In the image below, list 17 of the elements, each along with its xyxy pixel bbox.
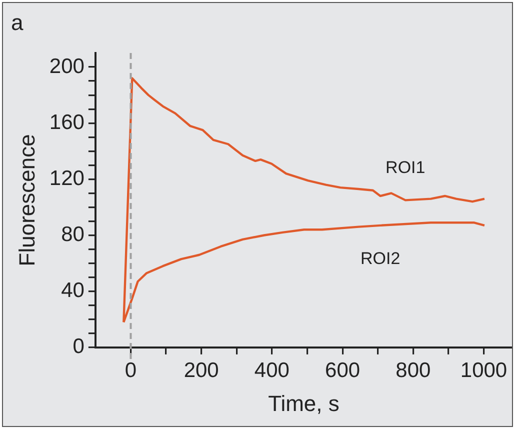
x-tick-label: 1000	[460, 358, 508, 382]
x-tick-label: 800	[396, 358, 431, 382]
y-tick-label: 160	[49, 110, 84, 134]
y-tick-label: 120	[49, 166, 84, 190]
x-axis-title: Time, s	[268, 390, 340, 416]
x-tick-label: 600	[325, 358, 360, 382]
y-tick-label: 40	[61, 279, 84, 302]
y-tick-label: 200	[49, 54, 84, 78]
y-tick-label: 0	[72, 335, 84, 358]
text: a	[11, 10, 24, 36]
y-tick-label: 80	[61, 223, 84, 246]
series-label: ROI2	[360, 249, 400, 268]
y-axis-title: Fluorescence	[14, 134, 40, 266]
x-tick-label: 0	[124, 358, 137, 382]
series-label: ROI1	[386, 158, 426, 177]
x-tick-label: 400	[254, 358, 290, 382]
x-tick-label: 200	[184, 358, 219, 382]
